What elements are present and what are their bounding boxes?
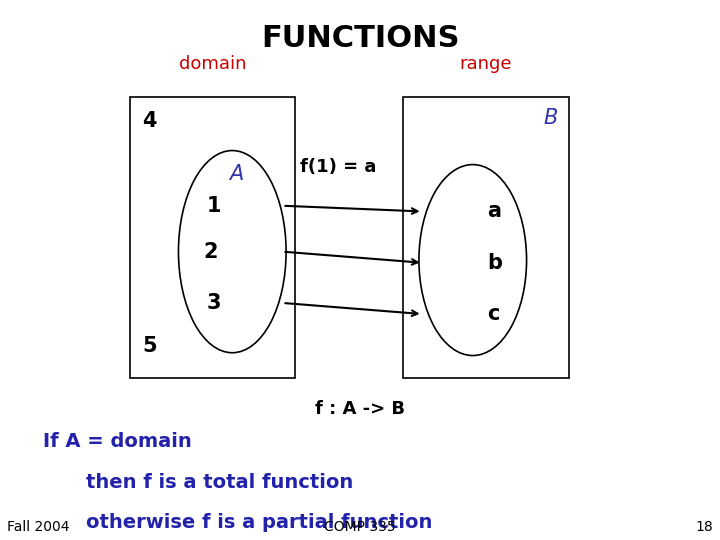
Text: c: c — [487, 304, 500, 324]
Text: A: A — [229, 164, 243, 184]
Text: 18: 18 — [695, 519, 713, 534]
Text: COMP 335: COMP 335 — [324, 519, 396, 534]
Text: range: range — [460, 55, 512, 73]
Text: otherwise f is a partial function: otherwise f is a partial function — [86, 513, 433, 532]
Text: Fall 2004: Fall 2004 — [7, 519, 70, 534]
Bar — [403, 97, 569, 378]
Text: FUNCTIONS: FUNCTIONS — [261, 24, 459, 53]
Text: f : A -> B: f : A -> B — [315, 400, 405, 417]
Text: then f is a total function: then f is a total function — [86, 472, 354, 491]
Ellipse shape — [419, 165, 526, 355]
Text: 4: 4 — [143, 111, 157, 131]
Text: B: B — [544, 108, 558, 128]
Text: 3: 3 — [207, 293, 222, 313]
Text: 5: 5 — [143, 336, 157, 356]
Text: a: a — [487, 201, 501, 221]
Bar — [130, 97, 295, 378]
Text: f(1) = a: f(1) = a — [300, 158, 377, 176]
Text: domain: domain — [179, 55, 246, 73]
Text: 2: 2 — [204, 241, 218, 262]
Ellipse shape — [179, 151, 286, 353]
Text: 1: 1 — [207, 195, 222, 216]
Text: If A = domain: If A = domain — [43, 432, 192, 451]
Text: b: b — [487, 253, 502, 273]
